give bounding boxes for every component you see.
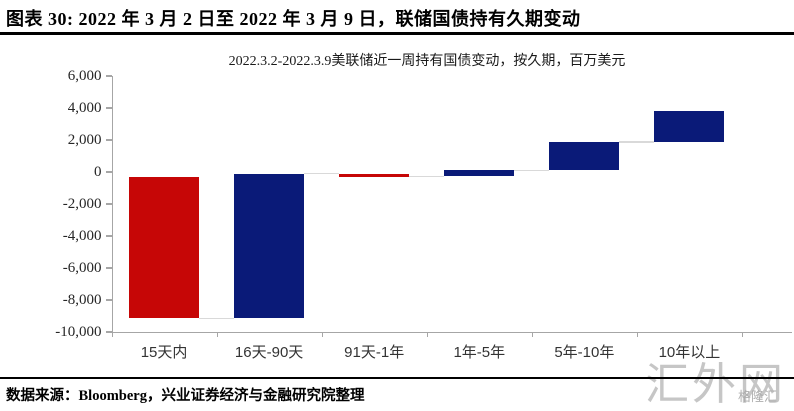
y-axis-tick-label: 2,000 bbox=[67, 132, 102, 148]
waterfall-bar-3 bbox=[339, 173, 410, 177]
x-axis-tickmark bbox=[426, 332, 429, 337]
x-axis-tickmark bbox=[111, 332, 113, 337]
y-axis-tickmark bbox=[105, 267, 112, 269]
y-axis-tickmark bbox=[105, 107, 112, 109]
x-axis-category-label: 91天-1年 bbox=[344, 344, 405, 361]
watermark-small: 格隆汇 bbox=[738, 389, 778, 404]
y-axis-tick-label: -4,000 bbox=[62, 228, 102, 244]
x-axis-category-label: 16天-90天 bbox=[234, 344, 304, 361]
y-axis-tickmark bbox=[105, 299, 112, 301]
y-axis-tick-label: -10,000 bbox=[55, 324, 102, 340]
x-axis-tickmark bbox=[321, 332, 323, 337]
y-axis-tickmark bbox=[105, 171, 112, 173]
x-axis-tickmark bbox=[216, 332, 218, 337]
x-axis-tickmark bbox=[742, 332, 744, 337]
x-axis-category-label: 10年以上 bbox=[658, 344, 721, 361]
y-axis-tick-label: -6,000 bbox=[62, 260, 102, 276]
y-axis-tick-label: 6,000 bbox=[67, 68, 102, 84]
waterfall-bar-5 bbox=[549, 142, 620, 171]
x-axis-category-label: 1年-5年 bbox=[453, 344, 506, 361]
footer-rule bbox=[0, 377, 794, 379]
y-axis-tick-label: 4,000 bbox=[67, 100, 102, 116]
y-axis-tick-label: 0 bbox=[94, 164, 102, 180]
waterfall-bar-6 bbox=[654, 111, 725, 142]
y-axis-tickmark bbox=[105, 75, 112, 77]
waterfall-connector bbox=[409, 175, 445, 178]
watermark-large: 汇外网 bbox=[645, 360, 786, 409]
waterfall-bar-4 bbox=[444, 170, 515, 176]
y-axis-tickmark bbox=[105, 203, 112, 205]
y-axis-line bbox=[111, 76, 113, 332]
waterfall-connector bbox=[514, 169, 550, 172]
y-axis-tick-label: -2,000 bbox=[62, 196, 102, 212]
x-axis-category-label: 15天内 bbox=[140, 344, 188, 361]
waterfall-bar-2 bbox=[234, 173, 305, 319]
title-underline bbox=[0, 32, 794, 35]
x-axis-tickmark bbox=[636, 332, 639, 337]
waterfall-bar-1 bbox=[129, 176, 200, 319]
y-axis-tickmark bbox=[105, 235, 112, 237]
chart-title: 2022.3.2-2022.3.9美联储近一周持有国债变动，按久期，百万美元 bbox=[228, 54, 626, 69]
waterfall-connector bbox=[199, 317, 235, 320]
waterfall-connector bbox=[304, 172, 340, 175]
figure-title: 图表 30: 2022 年 3 月 2 日至 2022 年 3 月 9 日，联储… bbox=[6, 9, 581, 29]
y-axis-tickmark bbox=[105, 331, 112, 333]
x-axis-line bbox=[111, 332, 792, 334]
x-axis-category-label: 5年-10年 bbox=[554, 344, 615, 361]
waterfall-connector bbox=[619, 141, 655, 143]
data-source-note: 数据来源：Bloomberg，兴业证券经济与金融研究院整理 bbox=[6, 388, 365, 404]
x-axis-tickmark bbox=[531, 332, 534, 337]
y-axis-tickmark bbox=[105, 139, 112, 141]
y-axis-tick-label: -8,000 bbox=[62, 292, 102, 308]
